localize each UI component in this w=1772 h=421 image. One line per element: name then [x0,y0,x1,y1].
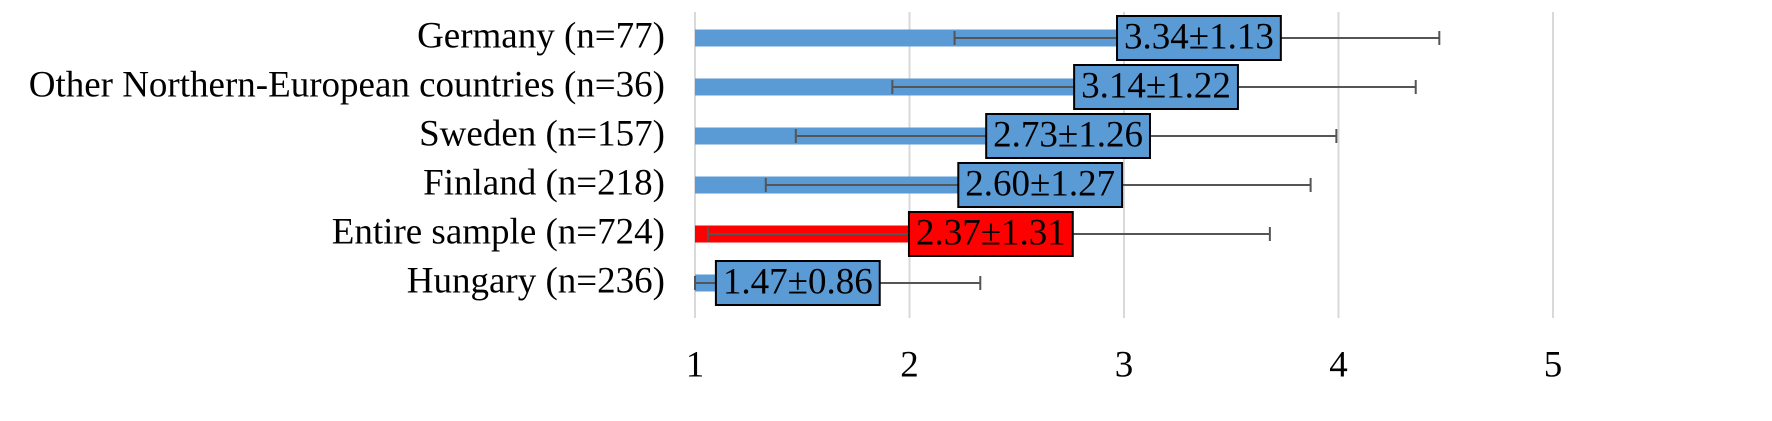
data-label-box [1073,64,1239,110]
x-tick-label-3: 3 [1115,344,1134,385]
x-tick-label-4: 4 [1329,344,1348,385]
category-label: Sweden (n=157) [419,113,665,154]
data-label-group: 2.37±1.31 [907,211,1074,257]
data-label: 3.14±1.22 [1081,65,1231,106]
data-label: 2.60±1.27 [965,163,1115,204]
gridlines [694,12,1554,318]
category-label: Germany (n=77) [417,15,665,56]
data-label-box [985,113,1151,159]
data-label-group: 3.14±1.22 [1073,64,1239,110]
x-tick-label-2: 2 [900,344,919,385]
category-label: Entire sample (n=724) [332,211,665,252]
category-labels: Germany (n=77) Other Northern-European co… [29,15,665,301]
data-label-box [907,211,1074,257]
x-axis-tick-labels: 1 2 3 4 5 [686,344,1563,385]
data-label-group: 2.73±1.26 [985,113,1151,159]
x-tick-label-1: 1 [686,344,705,385]
data-label-group: 3.34±1.13 [1116,15,1282,61]
data-label: 1.47±0.86 [723,261,873,302]
data-label: 3.34±1.13 [1124,16,1274,57]
category-label: Finland (n=218) [423,162,665,203]
category-label: Hungary (n=236) [407,260,665,301]
category-label: Other Northern-European countries (n=36) [29,64,665,105]
data-label-group: 2.60±1.27 [957,162,1124,208]
data-label-group: 1.47±0.86 [714,260,881,306]
data-labels: 3.34±1.13 3.14±1.22 2.73±1.26 2.60±1.27 2.37… [714,15,1282,306]
data-label: 2.73±1.26 [993,114,1143,155]
data-label-box [714,260,881,306]
x-tick-label-5: 5 [1544,344,1563,385]
bar [695,29,1197,47]
data-label-box [1116,15,1282,61]
data-label-box [957,162,1124,208]
data-label: 2.37±1.31 [916,212,1066,253]
